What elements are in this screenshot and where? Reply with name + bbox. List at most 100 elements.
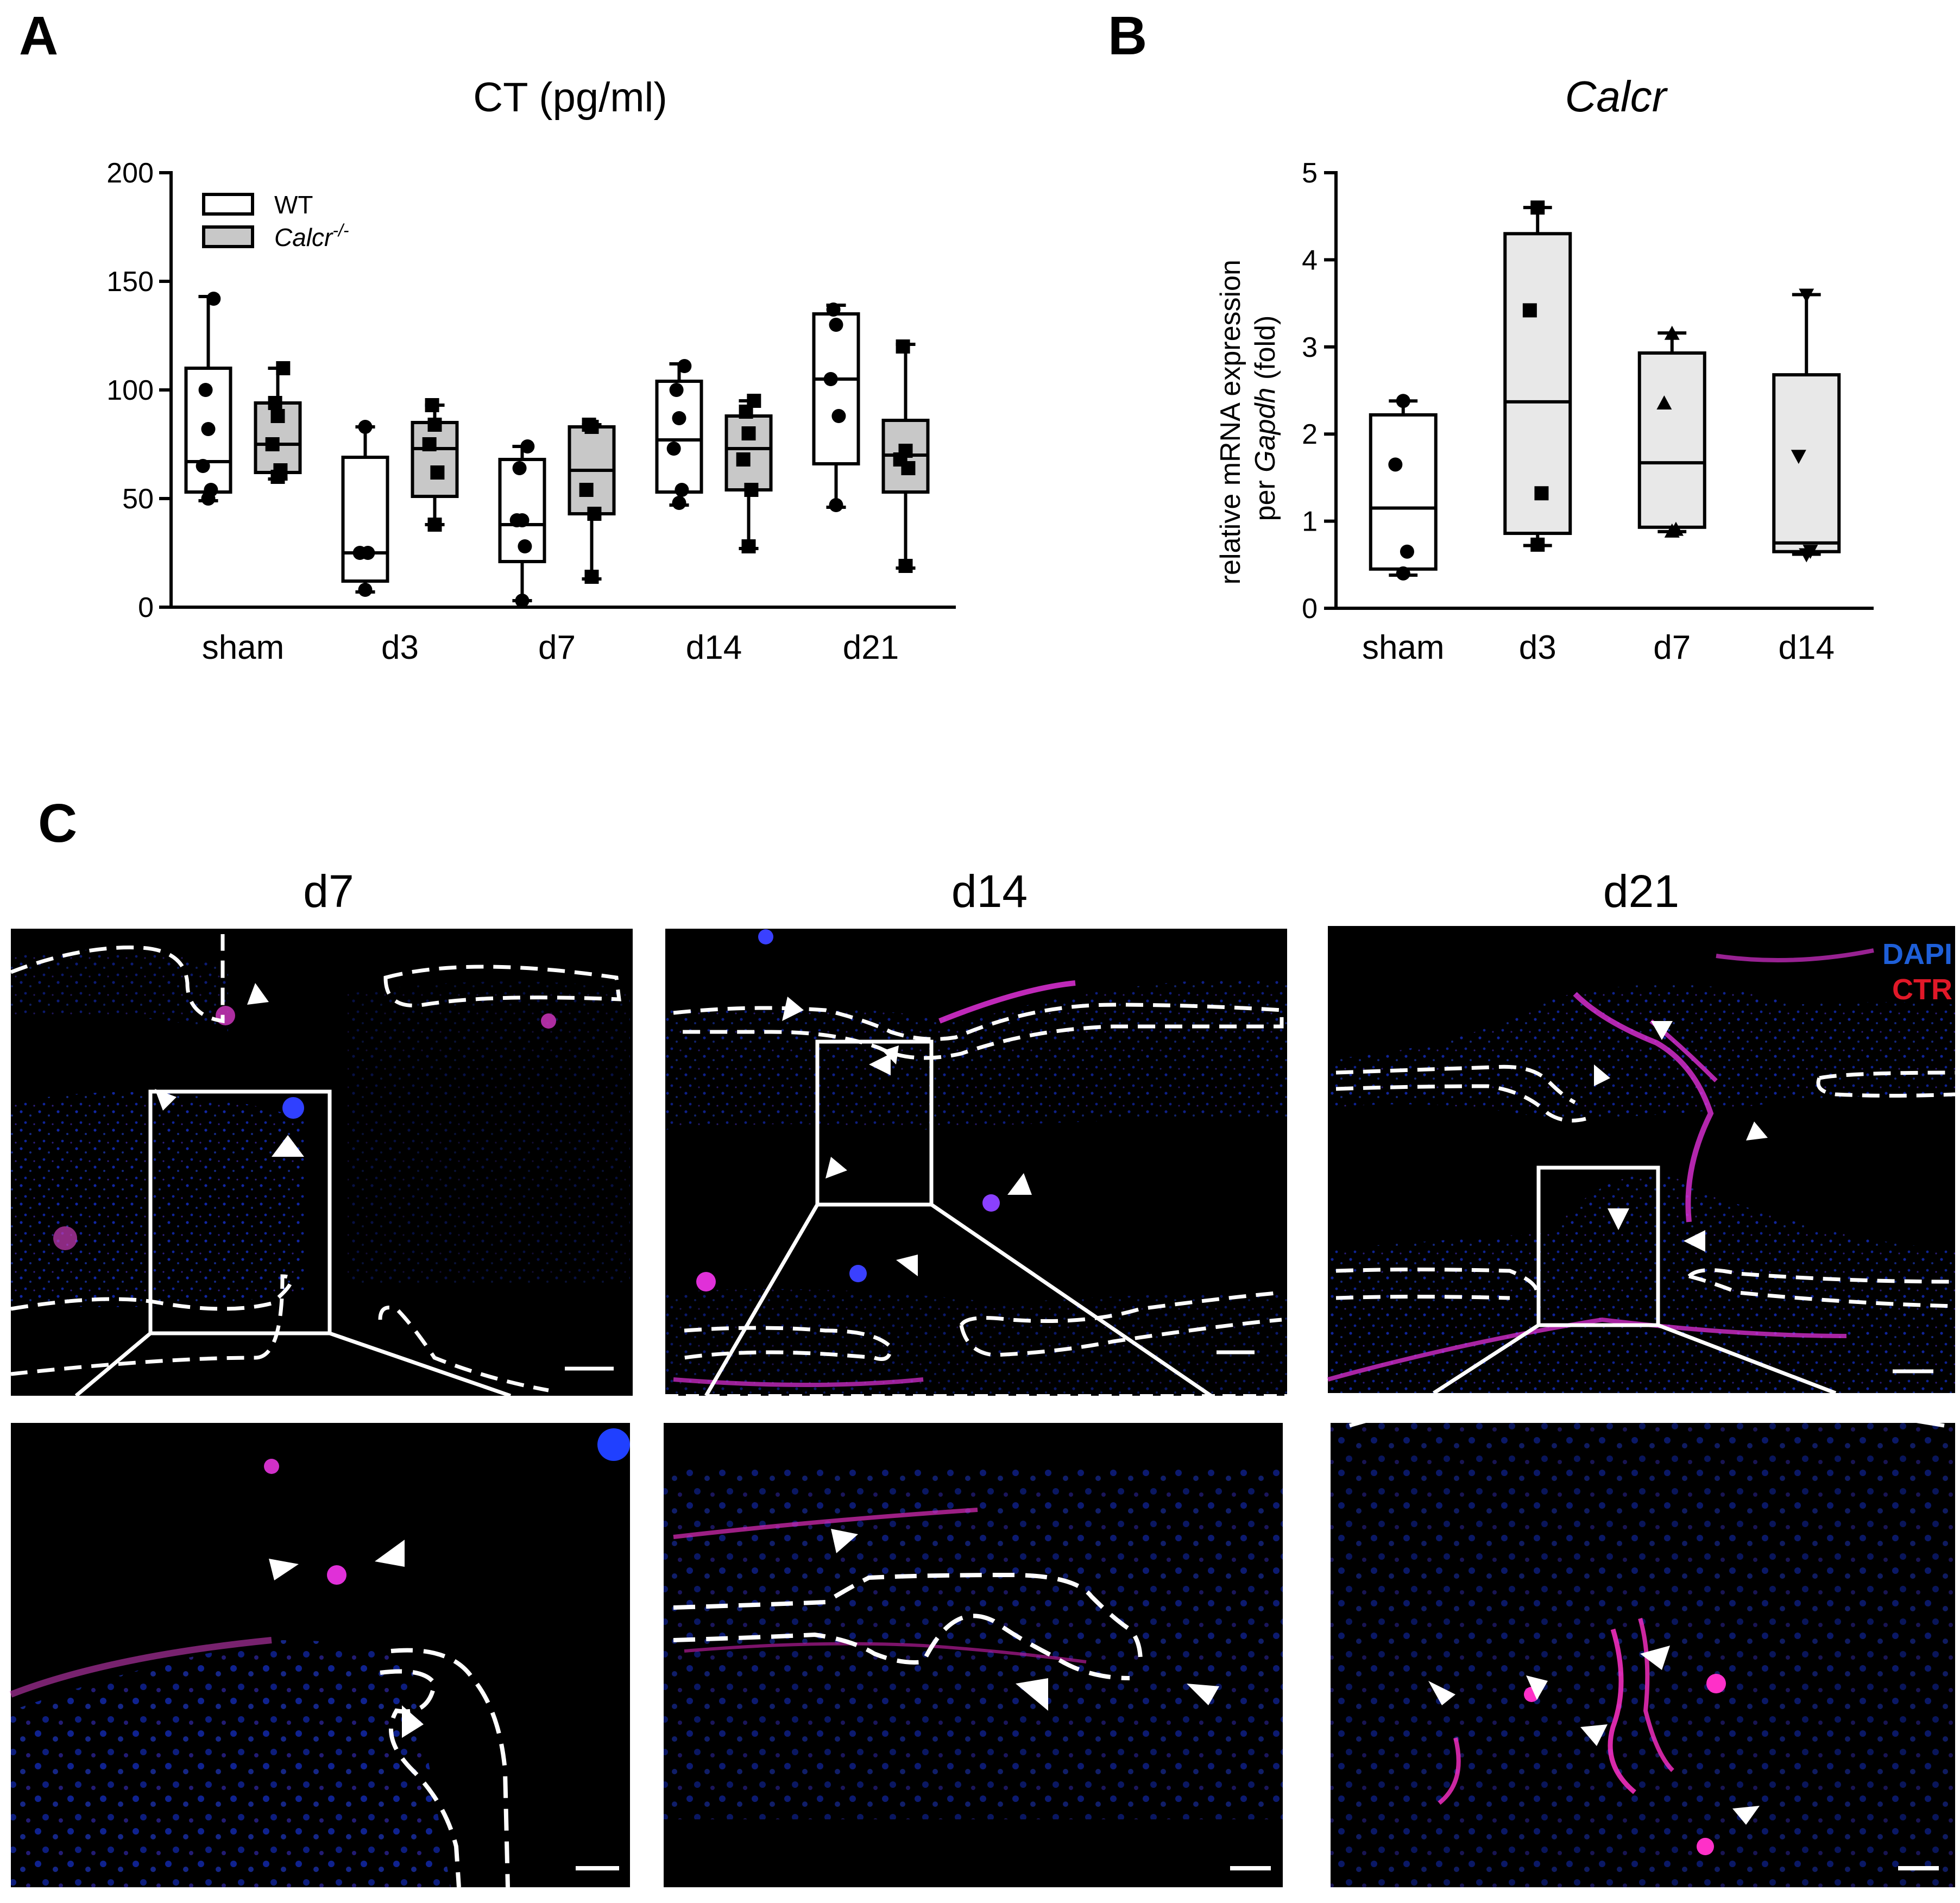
chart-a-x-tick-label: d14 bbox=[686, 629, 742, 666]
chart-a-wt-d3-point bbox=[358, 420, 373, 434]
chart-a-wt-d3-point bbox=[352, 546, 367, 560]
chart-a-calcr-d3-point bbox=[430, 465, 445, 480]
chart-a-x-tick-label: sham bbox=[202, 629, 285, 666]
chart-b-x-tick-label: sham bbox=[1362, 629, 1445, 666]
chart-b-y-tick-label: 1 bbox=[1302, 506, 1318, 538]
chart-a: CT (pg/ml) 0 50 100 150 200 sham d3 d7 d14 d21 WT… bbox=[106, 74, 956, 666]
channel-label-dapi: DAPI bbox=[1882, 938, 1952, 971]
panel-b-label: B bbox=[1108, 5, 1147, 66]
chart-b-ylabel: relative mRNA expression per Gapdh (fold… bbox=[1215, 252, 1281, 585]
chart-a-y-tick-label: 150 bbox=[106, 266, 154, 298]
micrograph-d14-zoom bbox=[664, 1423, 1283, 1887]
chart-a-wt-d14-point bbox=[672, 496, 686, 510]
chart-a-wt-d14-point bbox=[666, 442, 681, 456]
chart-a-x-tick-label: d7 bbox=[538, 629, 576, 666]
chart-b-d3-point bbox=[1534, 486, 1549, 501]
legend-label-calcr: Calcr-/- bbox=[274, 220, 349, 251]
chart-b-x-tick-label: d14 bbox=[1779, 629, 1835, 666]
chart-b-d3-box bbox=[1503, 232, 1572, 535]
chart-b: Calcr relative mRNA expression per Gapdh… bbox=[1215, 72, 1874, 666]
chart-b-d3-point bbox=[1530, 200, 1545, 215]
chart-b-d7-point bbox=[1664, 325, 1680, 340]
chart-a-calcr-d21-point bbox=[896, 339, 910, 354]
chart-b-d7-point bbox=[1656, 395, 1672, 410]
chart-b-d7-point bbox=[1668, 521, 1684, 536]
chart-a-wt-sham-point bbox=[206, 292, 221, 306]
chart-b-y-tick-label: 5 bbox=[1302, 157, 1318, 189]
chart-a-wt-sham-point bbox=[201, 422, 216, 436]
chart-b-sham-point bbox=[1388, 457, 1403, 472]
legend-swatch-wt bbox=[202, 193, 254, 216]
chart-a-calcr-d14-point bbox=[744, 483, 759, 497]
chart-a-legend: WT Calcr-/- bbox=[202, 191, 349, 251]
col-title-d21: d21 bbox=[1603, 866, 1679, 917]
chart-a-calcr-sham-point bbox=[265, 437, 280, 451]
micrograph-d14-overview bbox=[665, 929, 1287, 1397]
chart-b-y-tick-label: 4 bbox=[1302, 244, 1318, 276]
chart-a-calcr-d3-box bbox=[411, 421, 459, 498]
chart-a-wt-d14-point bbox=[677, 359, 692, 373]
micrograph-d7-zoom bbox=[9, 1423, 630, 1888]
chart-a-wt-d21-box bbox=[812, 312, 860, 465]
chart-a-y-tick-label: 0 bbox=[138, 592, 154, 623]
chart-a-wt-d7-point bbox=[515, 594, 530, 608]
chart-a-calcr-d7-point bbox=[579, 483, 594, 497]
chart-a-calcr-sham-point bbox=[268, 396, 282, 410]
chart-a-calcr-sham-point bbox=[276, 361, 291, 375]
panel-a-label: A bbox=[19, 5, 58, 66]
chart-b-y-tick-label: 0 bbox=[1302, 593, 1318, 625]
chart-b-d14-point bbox=[1791, 450, 1806, 464]
chart-a-calcr-d7-point bbox=[584, 570, 599, 584]
col-title-d7: d7 bbox=[303, 866, 354, 917]
chart-a-wt-d3-point bbox=[358, 583, 373, 597]
chart-b-x-tick-label: d3 bbox=[1519, 629, 1556, 666]
chart-b-y-tick-label: 2 bbox=[1302, 419, 1318, 450]
chart-b-y-tick-label: 3 bbox=[1302, 332, 1318, 363]
chart-a-wt-d7-point bbox=[520, 439, 535, 453]
chart-a-calcr-d21-point bbox=[898, 444, 913, 458]
chart-a-calcr-d14-point bbox=[736, 452, 751, 467]
chart-a-wt-d21-point bbox=[829, 498, 843, 512]
micrograph-d7-overview bbox=[10, 929, 633, 1398]
micrograph-d21-zoom bbox=[1331, 1418, 1955, 1887]
chart-a-wt-d21-point bbox=[831, 409, 846, 423]
chart-a-calcr-sham-point bbox=[270, 409, 285, 423]
chart-b-x-tick-label: d7 bbox=[1653, 629, 1691, 666]
chart-a-wt-sham-point bbox=[198, 383, 213, 397]
chart-a-wt-sham-point bbox=[196, 459, 210, 473]
chart-a-calcr-d21-point bbox=[898, 559, 913, 573]
chart-a-wt-d7-point bbox=[518, 539, 532, 553]
chart-a-calcr-d3-point bbox=[427, 418, 442, 432]
chart-a-y-tick-label: 50 bbox=[122, 483, 154, 515]
chart-b-sham-point bbox=[1396, 566, 1410, 581]
chart-a-wt-d21-point bbox=[823, 372, 838, 386]
legend-label-wt: WT bbox=[274, 191, 313, 219]
chart-b-title: Calcr bbox=[1565, 72, 1668, 121]
chart-a-y-tick-label: 200 bbox=[106, 157, 154, 189]
micrograph-d21-overview: DAPI CTR bbox=[1327, 926, 1956, 1395]
chart-a-calcr-d14-point bbox=[747, 394, 761, 408]
chart-b-d14-point bbox=[1799, 288, 1814, 303]
chart-a-calcr-d14-point bbox=[741, 539, 756, 553]
chart-a-wt-d14-box bbox=[655, 380, 703, 494]
chart-b-d3-point bbox=[1522, 303, 1537, 318]
chart-a-x-tick-label: d3 bbox=[381, 629, 419, 666]
chart-a-calcr-d3-point bbox=[425, 398, 439, 412]
chart-b-d7-box bbox=[1637, 351, 1706, 529]
chart-a-wt-sham-point bbox=[204, 483, 218, 497]
chart-a-y-tick-label: 100 bbox=[106, 375, 154, 406]
chart-a-wt-d21-point bbox=[826, 303, 841, 317]
chart-a-wt-d7-point bbox=[512, 461, 527, 475]
chart-a-calcr-d3-point bbox=[427, 518, 442, 532]
chart-a-calcr-sham-point bbox=[273, 463, 288, 477]
chart-b-d3-point bbox=[1530, 537, 1545, 552]
chart-a-wt-d14-point bbox=[669, 383, 684, 397]
legend-swatch-calcr bbox=[202, 225, 254, 248]
chart-a-wt-d14-point bbox=[672, 411, 686, 425]
chart-a-calcr-d3-point bbox=[422, 437, 437, 451]
chart-b-d14-point bbox=[1803, 545, 1818, 559]
chart-a-calcr-d7-point bbox=[582, 418, 596, 432]
chart-a-wt-d21-point bbox=[829, 318, 843, 332]
chart-a-calcr-d7-point bbox=[587, 507, 602, 521]
